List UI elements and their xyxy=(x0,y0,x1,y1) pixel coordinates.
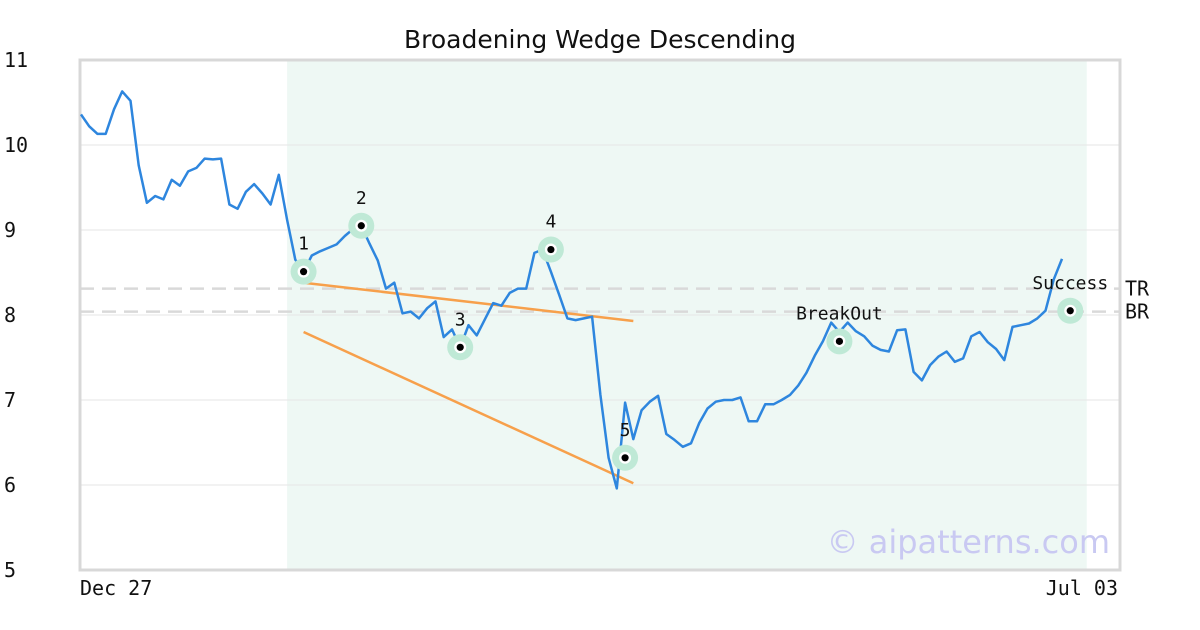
level-label: TR xyxy=(1125,277,1150,301)
point-dot xyxy=(299,268,308,276)
point-dot xyxy=(1066,307,1074,315)
y-tick-label: 11 xyxy=(4,48,28,72)
point-label: 5 xyxy=(620,420,631,441)
watermark: © aipatterns.com xyxy=(827,523,1110,561)
y-tick-label: 6 xyxy=(4,473,16,497)
pattern-point: 5 xyxy=(612,420,639,471)
point-dot xyxy=(835,337,844,345)
point-label: Success xyxy=(1032,273,1108,294)
pattern-point: Success xyxy=(1032,273,1108,324)
pattern-point: 2 xyxy=(348,188,375,239)
point-dot xyxy=(456,343,464,351)
y-tick-label: 9 xyxy=(4,218,16,242)
point-dot xyxy=(621,454,629,462)
pattern-point: 4 xyxy=(537,212,564,263)
y-tick-label: 10 xyxy=(4,133,28,157)
trendlines xyxy=(303,281,634,485)
trendline xyxy=(303,281,634,323)
y-tick-label: 7 xyxy=(4,388,16,412)
x-tick-end: Jul 03 xyxy=(1046,576,1118,600)
pattern-point: 3 xyxy=(447,309,474,361)
point-label: 3 xyxy=(455,309,466,330)
point-label: BreakOut xyxy=(796,303,883,324)
trendline xyxy=(303,330,634,485)
axis-ticks: 5 6 7 8 9 10 11 xyxy=(4,48,28,582)
point-dot xyxy=(357,222,365,230)
plot-frame xyxy=(78,58,1122,572)
point-label: 2 xyxy=(356,188,367,209)
point-label: 4 xyxy=(545,212,556,233)
pattern-point: BreakOut xyxy=(796,303,883,355)
y-tick-label: 5 xyxy=(4,558,16,582)
y-tick-label: 8 xyxy=(4,303,16,327)
price-series-line xyxy=(79,90,1064,490)
pattern-points: 1 2 3 4 5 BreakOut Success xyxy=(290,188,1108,471)
price-line xyxy=(79,90,1064,490)
point-label: 1 xyxy=(298,234,309,255)
pattern-point: 1 xyxy=(290,234,317,285)
point-dot xyxy=(547,245,555,254)
x-tick-start: Dec 27 xyxy=(80,576,152,600)
chart-title: Broadening Wedge Descending xyxy=(404,25,796,54)
level-label: BR xyxy=(1125,300,1150,324)
